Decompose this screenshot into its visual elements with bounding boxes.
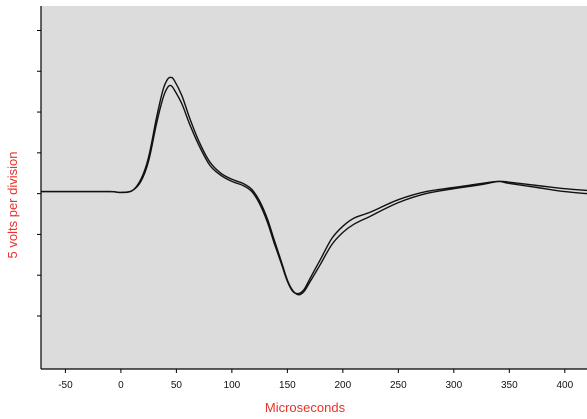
x-tick-label-0: -50 <box>58 380 73 391</box>
trace-1 <box>41 84 587 295</box>
x-tick-labels: -50 0 50 100 150 200 250 300 350 400 <box>58 380 573 391</box>
x-ticks <box>64 369 566 373</box>
x-tick-label-6: 250 <box>390 380 407 391</box>
x-tick-label-8: 350 <box>501 380 518 391</box>
x-axis-label: Microseconds <box>265 400 346 415</box>
x-tick-label-2: 50 <box>171 380 183 391</box>
x-tick-label-1: 0 <box>118 380 124 391</box>
x-tick-label-7: 300 <box>445 380 462 391</box>
plot-area <box>41 6 587 369</box>
x-tick-label-4: 150 <box>279 380 296 391</box>
x-tick-label-9: 400 <box>556 380 573 391</box>
x-tick-label-5: 200 <box>335 380 352 391</box>
trace-2 <box>41 76 587 296</box>
y-axis-label: 5 volts per division <box>5 152 20 259</box>
x-tick-label-3: 100 <box>224 380 241 391</box>
y-ticks <box>37 29 41 317</box>
traces <box>41 76 587 296</box>
